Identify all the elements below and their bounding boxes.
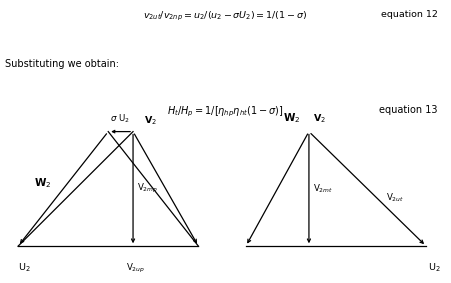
Text: $H_t/H_p=1/[\eta_{hp}\eta_{ht}(1-\sigma)]$: $H_t/H_p=1/[\eta_{hp}\eta_{ht}(1-\sigma)… [167,105,284,119]
Text: $v_{2ut}/v_{2np}=u_2/(u_2-\sigma U_2)=1/(1-\sigma)$: $v_{2ut}/v_{2np}=u_2/(u_2-\sigma U_2)=1/… [143,10,308,23]
Text: equation 12: equation 12 [381,10,437,19]
Text: V$_{2mt}$: V$_{2mt}$ [313,183,334,195]
Text: V$_{2ut}$: V$_{2ut}$ [386,191,404,204]
Text: V$_2$: V$_2$ [144,114,157,127]
Text: V$_{2mp}$: V$_{2mp}$ [137,182,158,196]
Text: equation 13: equation 13 [379,105,437,115]
Text: W$_2$: W$_2$ [282,111,300,125]
Text: U$_2$: U$_2$ [428,262,441,274]
Text: V$_{2up}$: V$_{2up}$ [126,262,145,275]
Text: W$_2$: W$_2$ [34,176,52,190]
Text: U$_2$: U$_2$ [18,262,31,274]
Text: $\sigma$ U$_2$: $\sigma$ U$_2$ [110,112,130,125]
Text: V$_2$: V$_2$ [313,112,327,125]
Text: Substituting we obtain:: Substituting we obtain: [5,59,119,69]
